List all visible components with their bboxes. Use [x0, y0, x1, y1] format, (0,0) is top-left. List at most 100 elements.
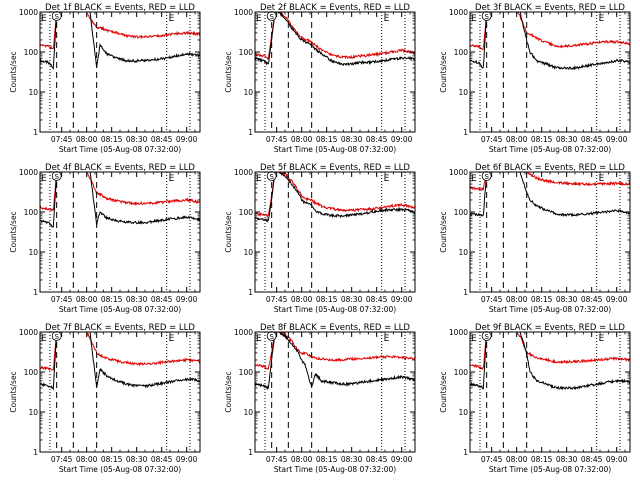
panel-title: Det 4f BLACK = Events, RED = LLD: [45, 163, 195, 173]
plot-frame: [254, 171, 416, 293]
y-tick-label: 1000: [234, 168, 253, 177]
marker-e: E: [471, 14, 477, 24]
x-tick-label: 08:45: [366, 135, 388, 144]
x-tick-label: 08:45: [581, 455, 603, 464]
marker-s: S: [51, 11, 62, 21]
x-axis-label: Start Time (05-Aug-08 07:32:00): [274, 145, 396, 154]
events-line: [470, 172, 630, 218]
marker-e: E: [471, 334, 477, 344]
plot-frame: [39, 11, 201, 133]
events-line: [470, 12, 630, 71]
y-tick-label: 1: [33, 288, 38, 297]
x-tick-label: 08:30: [126, 135, 148, 144]
lld-line: [40, 12, 200, 50]
lld-line: [40, 332, 200, 372]
y-axis-label: Counts/sec: [9, 211, 18, 252]
y-tick-label: 1: [33, 128, 38, 137]
y-tick-label: 10: [458, 88, 468, 97]
marker-e: E: [599, 334, 605, 344]
lld-line: [470, 332, 630, 371]
x-tick-label: 09:00: [391, 135, 413, 144]
y-tick-label: 1000: [19, 328, 38, 337]
y-axis-label: Counts/sec: [439, 371, 448, 412]
marker-e: E: [599, 174, 605, 184]
y-tick-label: 10: [243, 248, 253, 257]
y-tick-label: 1000: [19, 8, 38, 17]
y-tick-label: 1: [463, 128, 468, 137]
y-axis-label: Counts/sec: [224, 211, 233, 252]
x-tick-label: 08:15: [316, 295, 338, 304]
y-axis-label: Counts/sec: [9, 51, 18, 92]
x-tick-label: 08:15: [531, 455, 553, 464]
y-tick-label: 100: [454, 48, 469, 57]
x-tick-label: 08:30: [556, 295, 578, 304]
marker-s-label: S: [269, 333, 274, 341]
x-tick-label: 08:45: [366, 295, 388, 304]
y-tick-label: 1: [463, 288, 468, 297]
x-tick-label: 08:30: [341, 455, 363, 464]
x-tick-label: 09:00: [176, 455, 198, 464]
y-tick-label: 1000: [449, 8, 468, 17]
y-tick-label: 10: [243, 408, 253, 417]
marker-e: E: [599, 14, 605, 24]
x-tick-label: 08:30: [126, 295, 148, 304]
panel-title: Det 7f BLACK = Events, RED = LLD: [45, 323, 195, 333]
y-tick-label: 100: [24, 48, 39, 57]
x-tick-label: 08:00: [506, 295, 528, 304]
lld-line: [255, 332, 415, 370]
y-tick-label: 100: [239, 368, 254, 377]
plot-frame: [469, 11, 631, 133]
x-tick-label: 07:45: [266, 455, 288, 464]
x-tick-label: 09:00: [391, 455, 413, 464]
plot-frame: [39, 331, 201, 453]
events-line: [40, 172, 200, 228]
x-axis-label: Start Time (05-Aug-08 07:32:00): [59, 465, 181, 474]
y-tick-label: 10: [28, 248, 38, 257]
panel-title: Det 6f BLACK = Events, RED = LLD: [475, 163, 625, 173]
lld-line: [470, 172, 630, 192]
events-line: [40, 332, 200, 391]
marker-e: E: [41, 14, 47, 24]
panel-title: Det 3f BLACK = Events, RED = LLD: [475, 3, 625, 13]
x-axis-label: Start Time (05-Aug-08 07:32:00): [59, 145, 181, 154]
x-axis-label: Start Time (05-Aug-08 07:32:00): [274, 465, 396, 474]
y-axis-label: Counts/sec: [9, 371, 18, 412]
y-tick-label: 1000: [234, 8, 253, 17]
marker-s: S: [266, 171, 277, 181]
lld-line: [470, 12, 630, 51]
marker-e: E: [256, 334, 262, 344]
events-line: [40, 12, 200, 70]
x-axis-label: Start Time (05-Aug-08 07:32:00): [489, 305, 611, 314]
marker-e: E: [169, 174, 175, 184]
y-tick-label: 1: [33, 448, 38, 457]
x-tick-label: 08:45: [366, 455, 388, 464]
x-tick-label: 08:30: [341, 135, 363, 144]
x-tick-label: 07:45: [51, 135, 73, 144]
panel-title: Det 2f BLACK = Events, RED = LLD: [260, 3, 410, 13]
x-tick-label: 08:30: [556, 135, 578, 144]
x-tick-label: 09:00: [606, 135, 628, 144]
x-tick-label: 07:45: [51, 295, 73, 304]
x-tick-label: 08:00: [76, 455, 98, 464]
marker-s-label: S: [54, 173, 59, 181]
marker-e: E: [256, 174, 262, 184]
marker-e: E: [384, 334, 390, 344]
x-tick-label: 08:00: [291, 455, 313, 464]
x-tick-label: 08:45: [581, 135, 603, 144]
y-tick-label: 1000: [19, 168, 38, 177]
events-line: [255, 332, 415, 391]
lld-line: [40, 172, 200, 212]
y-tick-label: 1000: [449, 328, 468, 337]
x-tick-label: 08:15: [316, 455, 338, 464]
x-tick-label: 08:45: [581, 295, 603, 304]
x-tick-label: 08:45: [151, 295, 173, 304]
marker-s-label: S: [484, 13, 489, 21]
x-tick-label: 08:45: [151, 455, 173, 464]
marker-s: S: [481, 331, 492, 341]
marker-s: S: [51, 331, 62, 341]
